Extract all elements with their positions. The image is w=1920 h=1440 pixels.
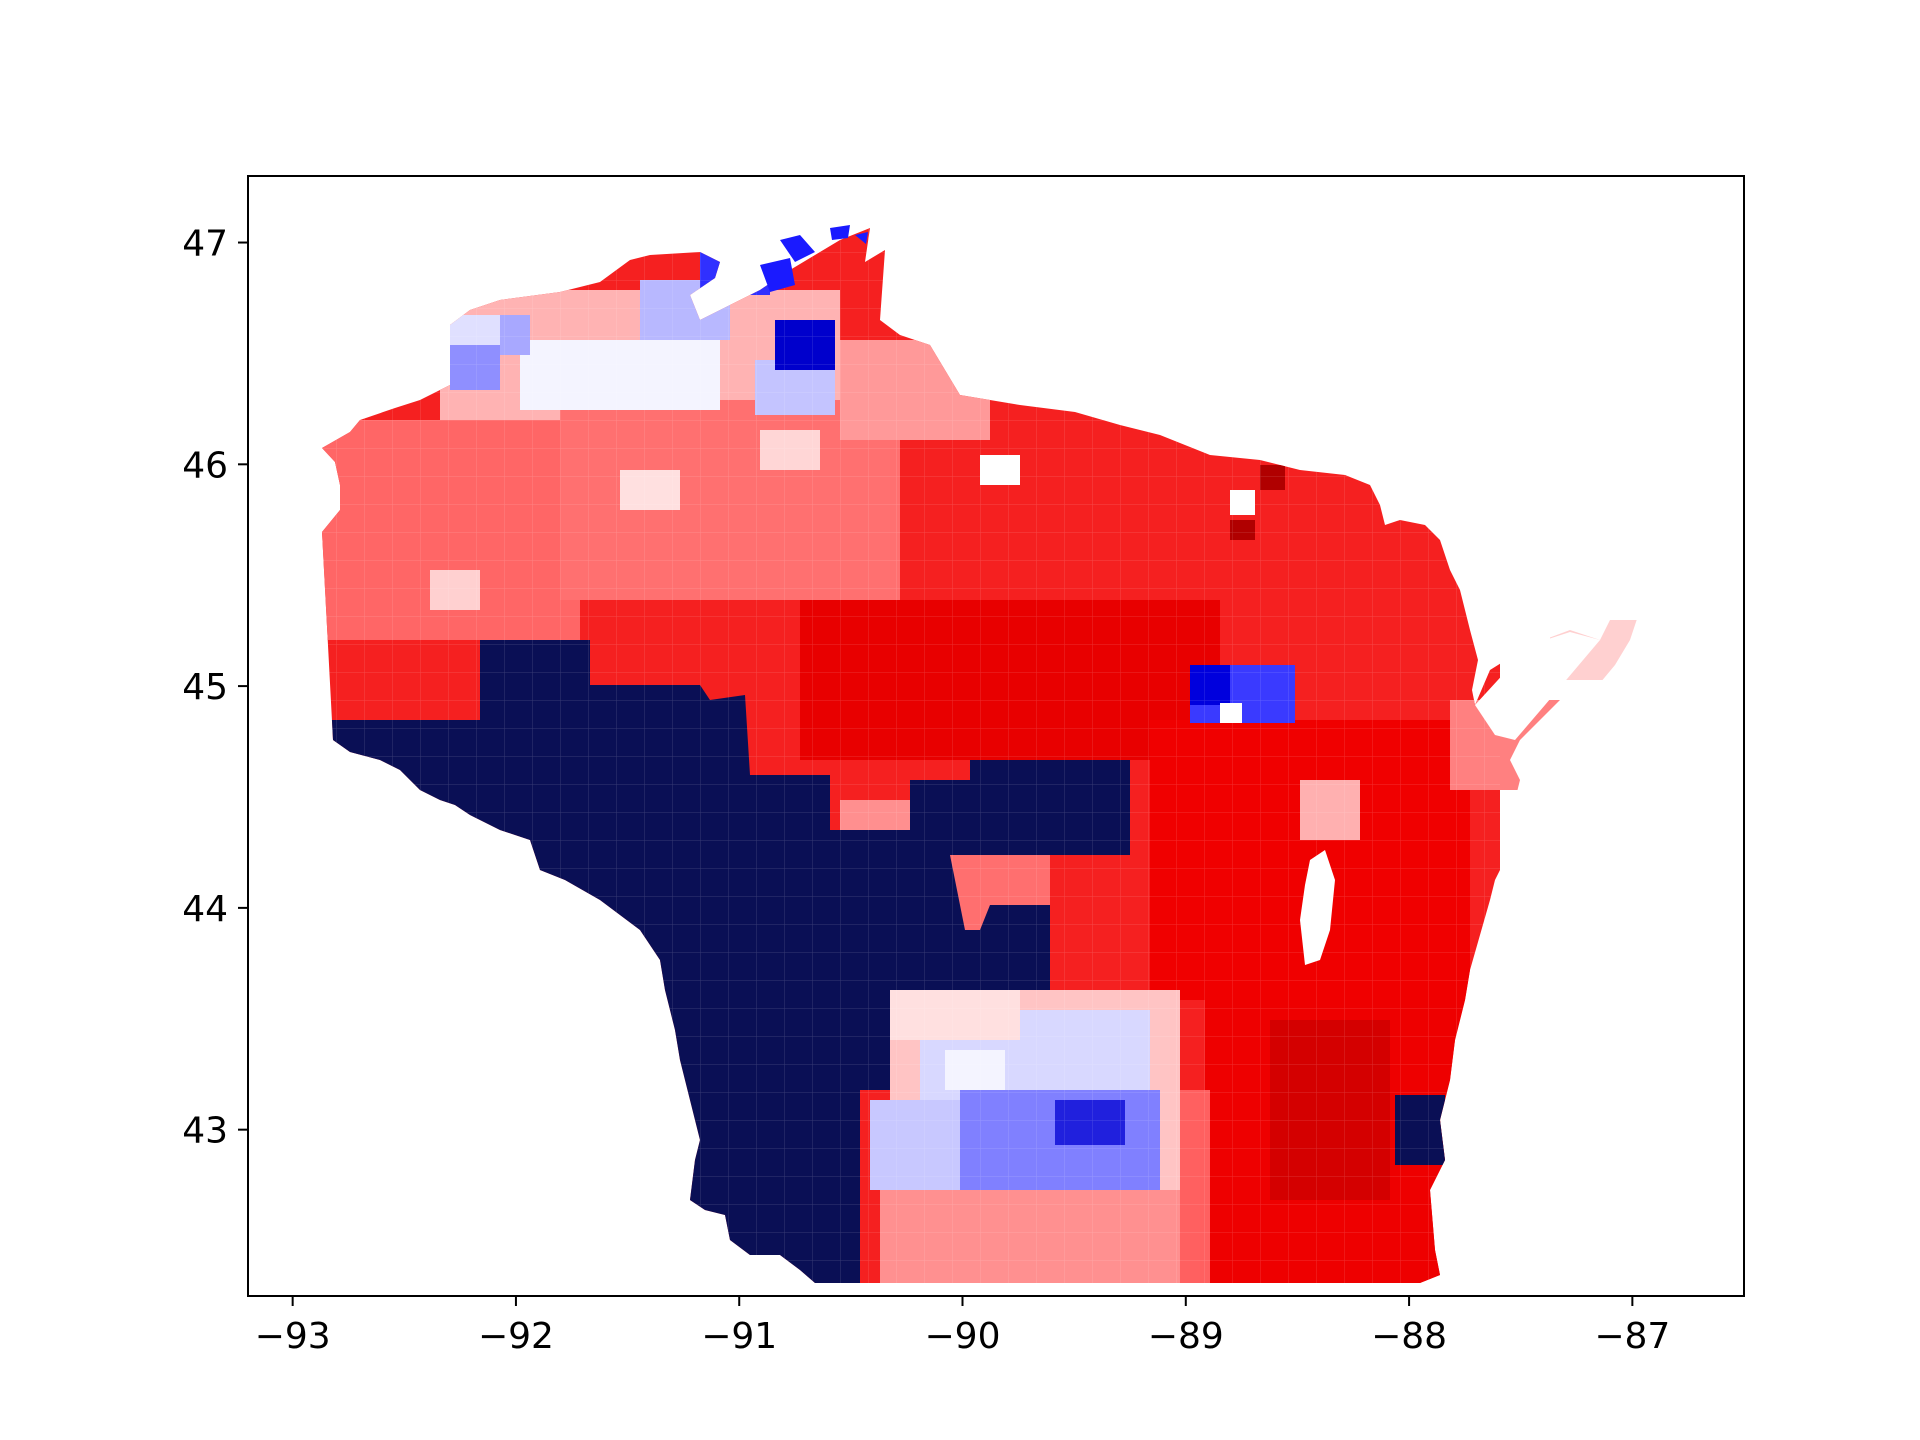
y-tick-label: 47: [182, 224, 228, 265]
y-tick-label: 45: [182, 667, 228, 708]
green-bay: [1475, 632, 1600, 740]
y-tick-label: 46: [182, 445, 228, 486]
region-grain: [322, 228, 1500, 1283]
axes-frame: [247, 175, 1745, 1297]
lake-winnebago: [1300, 850, 1335, 965]
x-tick-label: −92: [478, 1316, 554, 1357]
y-axis: 43 44 45 46 47: [182, 224, 248, 1152]
x-tick-label: −87: [1594, 1316, 1670, 1357]
x-tick-label: −93: [255, 1316, 331, 1357]
x-tick-label: −90: [925, 1316, 1001, 1357]
wisconsin-map: [322, 228, 1640, 1283]
x-axis: −93 −92 −91 −90 −89 −88 −87: [255, 1296, 1670, 1357]
y-tick-label: 43: [182, 1111, 228, 1152]
x-tick-label: −89: [1148, 1316, 1224, 1357]
x-tick-label: −88: [1371, 1316, 1447, 1357]
islands: [760, 225, 868, 292]
y-tick-label: 44: [182, 889, 228, 930]
x-tick-label: −91: [701, 1316, 777, 1357]
